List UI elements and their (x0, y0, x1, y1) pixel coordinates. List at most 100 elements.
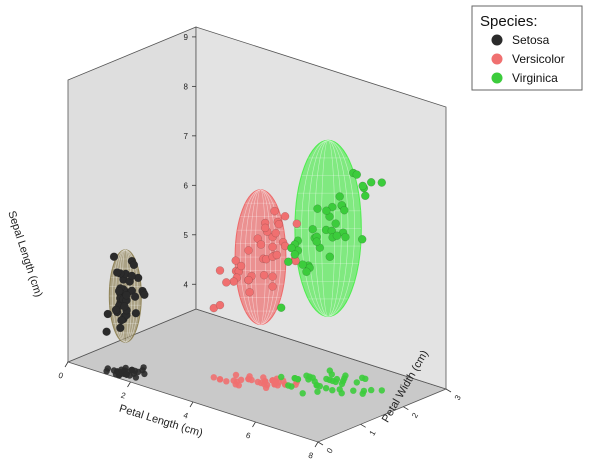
data-point-virginica (302, 267, 311, 277)
x-axis-title: Petal Length (cm) (118, 403, 205, 440)
x-tick-label: 8 (307, 451, 314, 461)
data-point-versicolor (244, 246, 253, 255)
floor-projection-point (223, 378, 230, 385)
data-point-virginica (284, 257, 293, 267)
floor-projection-point (303, 372, 310, 379)
data-point-virginica (361, 191, 370, 201)
legend-title: Species: (480, 13, 538, 30)
floor-projection-point (262, 384, 270, 391)
y-tick-mark (445, 388, 452, 393)
floor-projection-point (141, 370, 148, 378)
data-point-virginica (276, 303, 286, 312)
z-tick-label: 7 (184, 132, 189, 141)
data-point-virginica (308, 224, 317, 234)
data-point-versicolor (259, 270, 269, 280)
floor-projection-point (278, 373, 285, 381)
data-point-setosa (129, 260, 139, 270)
x-tick-label: 4 (182, 411, 189, 421)
floor-projection-point (323, 375, 330, 383)
data-point-setosa (130, 292, 140, 301)
z-tick-label: 6 (184, 181, 189, 190)
floor-projection-point (257, 379, 265, 387)
data-point-versicolor (268, 272, 277, 281)
data-point-setosa (140, 290, 149, 300)
floor-projection-point (353, 379, 360, 386)
floor-projection-point (132, 374, 140, 381)
data-point-virginica (328, 202, 337, 212)
legend-item-virginica: Virginica (491, 71, 558, 85)
data-point-virginica (331, 219, 340, 228)
data-point-virginica (332, 231, 342, 240)
data-point-versicolor (215, 300, 225, 310)
data-point-versicolor (274, 219, 284, 229)
floor-projection-point (333, 375, 341, 383)
legend: Species: Setosa Versicolor Virginica (471, 5, 583, 91)
data-point-versicolor (292, 219, 302, 228)
floor-projection-point (313, 382, 320, 389)
legend-box (471, 5, 583, 91)
data-point-virginica (366, 178, 376, 187)
z-tick-label: 5 (184, 231, 189, 240)
legend-items: Setosa Versicolor Virginica (491, 33, 565, 85)
floor-projection-point (336, 386, 343, 393)
data-point-versicolor (244, 275, 253, 285)
floor-projection-point (245, 375, 252, 383)
floor-projection-point (359, 390, 366, 397)
floor-projection-point (342, 372, 349, 379)
data-point-virginica (340, 205, 349, 215)
z-axis-title: Sepal Length (cm) (5, 209, 44, 298)
x-tick-mark (314, 441, 319, 448)
floor-projection-point (230, 377, 237, 384)
floor-projection-point (291, 375, 298, 382)
data-point-virginica (290, 250, 300, 259)
legend-item-setosa: Setosa (491, 33, 550, 47)
floor-projection-point (329, 387, 336, 394)
data-point-versicolor (245, 287, 254, 297)
data-point-setosa (111, 305, 121, 315)
data-point-virginica (341, 232, 350, 242)
data-point-versicolor (215, 266, 225, 275)
floor-projection-point (368, 386, 375, 394)
legend-item-versicolor: Versicolor (491, 52, 565, 66)
legend-marker (491, 34, 503, 46)
floor-projection-point (140, 364, 147, 371)
floor-projection-point (123, 371, 130, 378)
floor-projection-point (378, 387, 385, 394)
floor-projection-point (288, 383, 295, 390)
data-point-virginica (298, 260, 307, 269)
z-tick-label: 8 (184, 82, 189, 91)
data-point-virginica (322, 206, 331, 215)
floor-projection-point (299, 390, 306, 397)
data-points (102, 168, 387, 336)
x-tick-mark (189, 401, 194, 408)
data-point-virginica (312, 237, 321, 246)
y-tick-mark (403, 406, 409, 411)
data-point-versicolor (272, 250, 282, 260)
data-point-virginica (352, 170, 362, 179)
data-point-versicolor (280, 212, 290, 221)
legend-label: Virginica (512, 71, 558, 85)
y-tick-label: 0 (325, 446, 335, 455)
data-point-setosa (117, 315, 126, 325)
data-point-virginica (335, 192, 344, 201)
data-point-virginica (287, 243, 296, 253)
data-point-setosa (122, 291, 131, 300)
y-tick-mark (317, 441, 324, 446)
data-point-versicolor (268, 242, 277, 252)
data-point-virginica (358, 181, 367, 191)
floor-projection-point (216, 376, 224, 383)
z-tick-label: 9 (184, 33, 189, 42)
floor-projection-point (362, 375, 369, 382)
floor-projection-point (328, 371, 335, 378)
data-point-setosa (114, 286, 124, 296)
data-point-virginica (313, 204, 322, 213)
y-tick-label: 3 (453, 393, 463, 402)
data-point-setosa (127, 271, 137, 281)
floor-projection-point (314, 388, 321, 395)
floor-projection-point (210, 374, 217, 381)
data-point-setosa (116, 323, 125, 333)
data-point-virginica (357, 235, 367, 244)
data-point-versicolor (231, 256, 240, 265)
